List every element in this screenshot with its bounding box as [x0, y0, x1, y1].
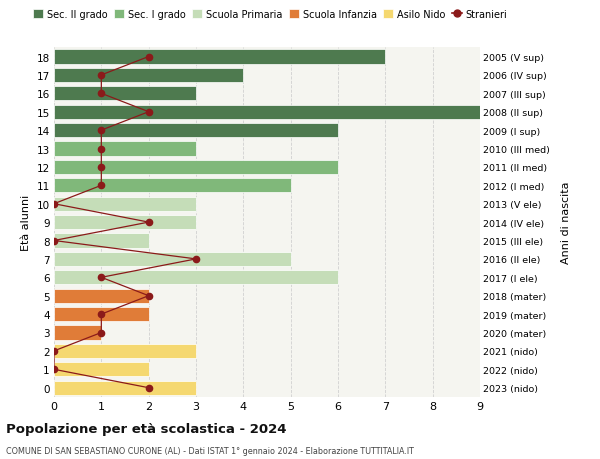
Bar: [54, 325, 101, 340]
Bar: [54, 50, 385, 65]
Bar: [54, 289, 149, 303]
Bar: [54, 344, 196, 358]
Bar: [54, 362, 149, 377]
Bar: [54, 179, 290, 193]
Bar: [54, 123, 338, 138]
Bar: [54, 68, 244, 83]
Y-axis label: Età alunni: Età alunni: [21, 195, 31, 251]
Bar: [54, 215, 196, 230]
Bar: [54, 307, 149, 322]
Text: Popolazione per età scolastica - 2024: Popolazione per età scolastica - 2024: [6, 422, 287, 435]
Bar: [54, 252, 290, 267]
Bar: [54, 270, 338, 285]
Bar: [54, 234, 149, 248]
Bar: [54, 197, 196, 212]
Text: COMUNE DI SAN SEBASTIANO CURONE (AL) - Dati ISTAT 1° gennaio 2024 - Elaborazione: COMUNE DI SAN SEBASTIANO CURONE (AL) - D…: [6, 446, 414, 455]
Bar: [54, 142, 196, 157]
Bar: [54, 87, 196, 101]
Bar: [54, 381, 196, 395]
Y-axis label: Anni di nascita: Anni di nascita: [561, 181, 571, 264]
Bar: [54, 160, 338, 175]
Bar: [54, 105, 480, 120]
Legend: Sec. II grado, Sec. I grado, Scuola Primaria, Scuola Infanzia, Asilo Nido, Stran: Sec. II grado, Sec. I grado, Scuola Prim…: [29, 6, 511, 24]
